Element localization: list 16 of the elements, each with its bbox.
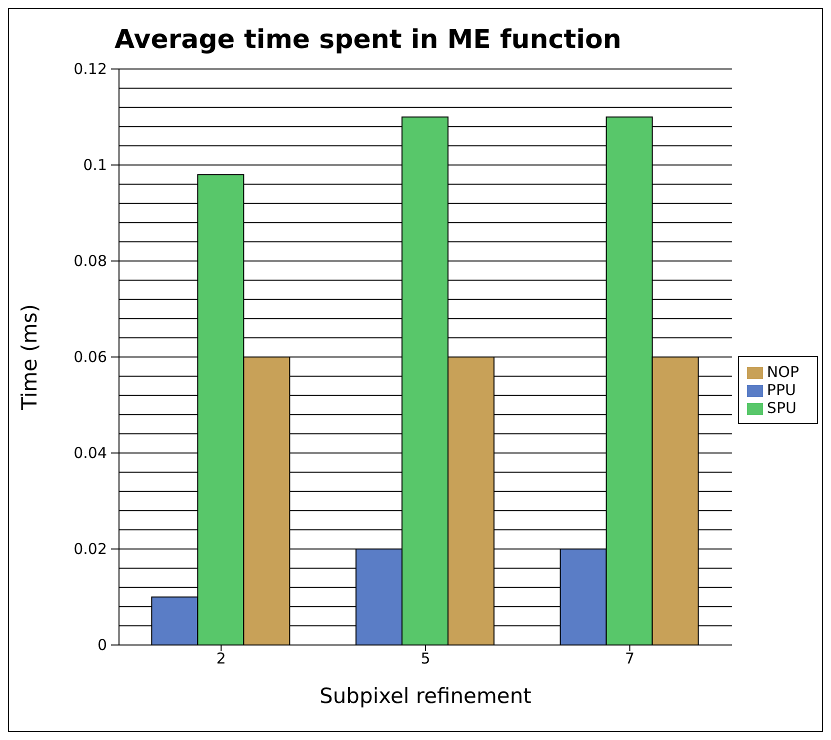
y-tick-label: 0.02 <box>74 540 107 558</box>
y-tick-label: 0.04 <box>74 444 107 462</box>
y-tick-label: 0.08 <box>74 252 107 270</box>
y-tick-label: 0.06 <box>74 348 107 366</box>
y-axis-title: Time (ms) <box>17 304 42 411</box>
x-axis-title: Subpixel refinement <box>320 684 532 708</box>
x-tick-label: 2 <box>216 650 226 668</box>
legend-label: PPU <box>766 381 796 399</box>
legend-label: SPU <box>766 399 796 417</box>
legend-label: NOP <box>766 363 799 381</box>
y-tick-label: 0.12 <box>74 60 107 78</box>
y-tick-label: 0 <box>97 636 107 654</box>
x-tick-label: 5 <box>420 650 430 668</box>
x-tick-label: 7 <box>624 650 635 668</box>
chart-title: Average time spent in ME function <box>114 25 622 55</box>
y-tick-label: 0.1 <box>83 156 107 174</box>
